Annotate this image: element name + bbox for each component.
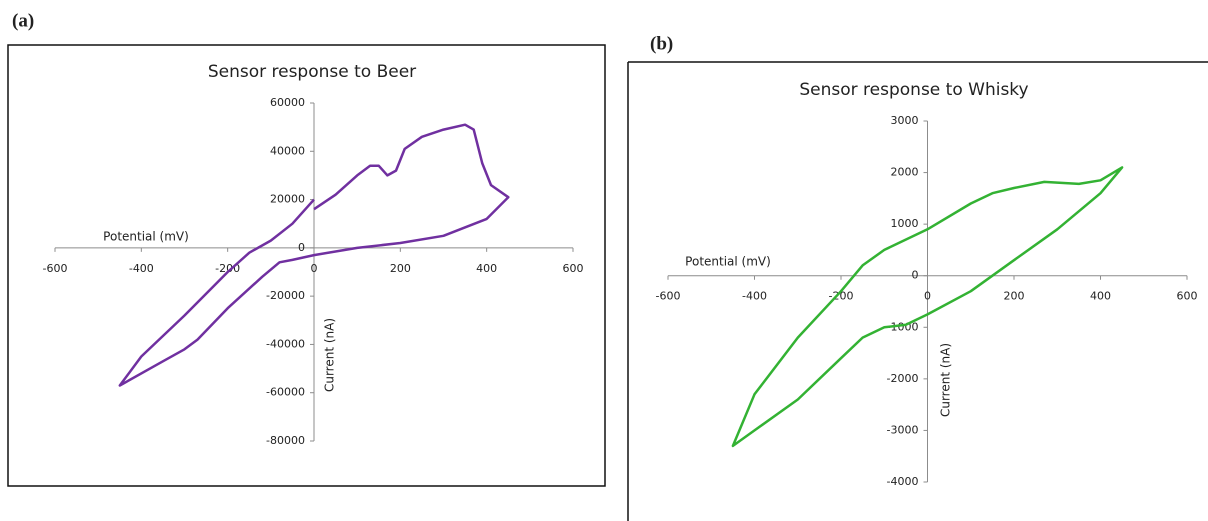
y-tick-label: 3000 <box>891 114 919 127</box>
y-tick-label: 20000 <box>270 193 305 206</box>
y-tick-label: -40000 <box>266 337 305 350</box>
y-axis-label: Current (nA) <box>323 318 337 392</box>
x-tick-label: 400 <box>1090 290 1111 303</box>
y-tick-label: 40000 <box>270 144 305 157</box>
chart-title: Sensor response to Beer <box>208 62 416 82</box>
y-tick-label: 0 <box>912 269 919 282</box>
x-tick-label: 400 <box>476 262 497 275</box>
y-tick-label: -80000 <box>266 434 305 447</box>
y-tick-label: -20000 <box>266 289 305 302</box>
panel-label: (a) <box>12 10 34 31</box>
y-tick-label: 1000 <box>891 217 919 230</box>
x-tick-label: 600 <box>1177 290 1198 303</box>
panel-label: (b) <box>650 33 673 54</box>
x-tick-label: 200 <box>1004 290 1025 303</box>
x-axis-label: Potential (mV) <box>103 230 189 244</box>
chart-title: Sensor response to Whisky <box>799 80 1028 100</box>
y-tick-label: 2000 <box>891 166 919 179</box>
x-axis-label: Potential (mV) <box>685 255 771 269</box>
chart-frame <box>7 44 606 487</box>
x-tick-label: -600 <box>43 262 68 275</box>
x-tick-label: 600 <box>563 262 584 275</box>
y-axis-label: Current (nA) <box>939 343 953 417</box>
x-tick-label: 0 <box>311 262 318 275</box>
x-tick-label: 0 <box>924 290 931 303</box>
y-tick-label: 60000 <box>270 96 305 109</box>
y-tick-label: 0 <box>298 241 305 254</box>
y-tick-label: -60000 <box>266 386 305 399</box>
x-tick-label: 200 <box>390 262 411 275</box>
data-line <box>731 166 1124 448</box>
y-tick-label: -4000 <box>887 475 919 488</box>
x-tick-label: -600 <box>656 290 681 303</box>
x-tick-label: -400 <box>129 262 154 275</box>
y-tick-label: -2000 <box>887 372 919 385</box>
x-tick-label: -400 <box>742 290 767 303</box>
y-tick-label: -3000 <box>887 423 919 436</box>
data-line <box>118 123 510 387</box>
